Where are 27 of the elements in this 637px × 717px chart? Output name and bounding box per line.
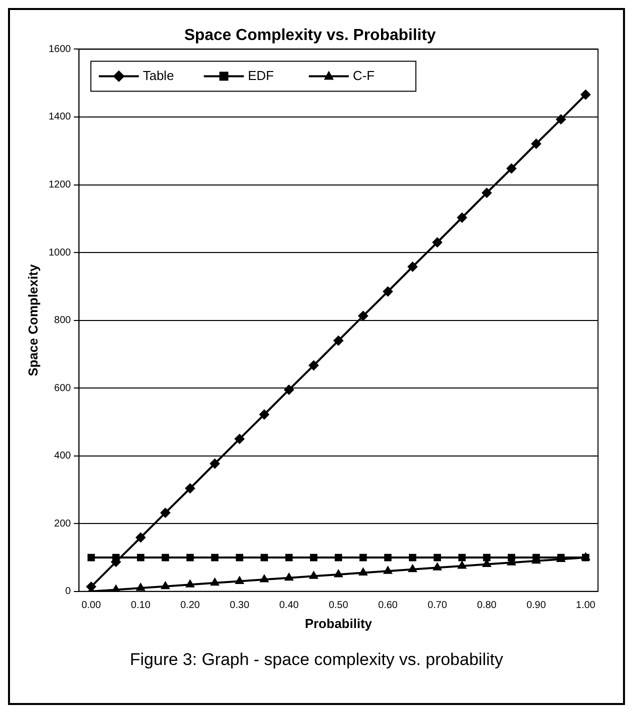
x-tick-label: 0.30 [230, 600, 250, 612]
y-tick-label: 1200 [48, 180, 72, 190]
chart-title: Space Complexity vs. Probability [184, 27, 436, 44]
x-tick-label: 0.70 [428, 600, 448, 612]
x-tick-label: 0.20 [180, 600, 200, 612]
legend-label: EDF [248, 68, 274, 83]
x-tick-label: 0.10 [130, 600, 151, 612]
caption: Figure 3: Graph - space complexity vs. probability [128, 650, 504, 670]
y-tick-label: 400 [54, 450, 72, 462]
x-tick-label: 0.40 [279, 600, 300, 612]
y-tick-label: 600 [54, 382, 72, 394]
x-axis-title: Probability [304, 616, 373, 631]
x-tick-label: 0.00 [81, 600, 102, 612]
y-tick-label: 800 [54, 315, 72, 326]
x-tick-label: 0.50 [328, 600, 349, 612]
y-tick-label: 1400 [48, 112, 72, 123]
y-axis-title: Space Complexity [25, 264, 40, 376]
x-tick-label: 1.00 [576, 600, 596, 612]
x-tick-label: 0.80 [477, 600, 497, 612]
y-tick-label: 200 [54, 518, 72, 530]
y-tick-label: 1000 [48, 247, 72, 258]
legend-label: Table [142, 68, 174, 83]
y-tick-label: 0 [65, 586, 72, 598]
x-tick-label: 0.90 [526, 600, 546, 612]
y-tick-label: 1600 [48, 44, 72, 55]
x-tick-label: 0.60 [378, 600, 398, 612]
legend-label: C-F [352, 68, 375, 83]
